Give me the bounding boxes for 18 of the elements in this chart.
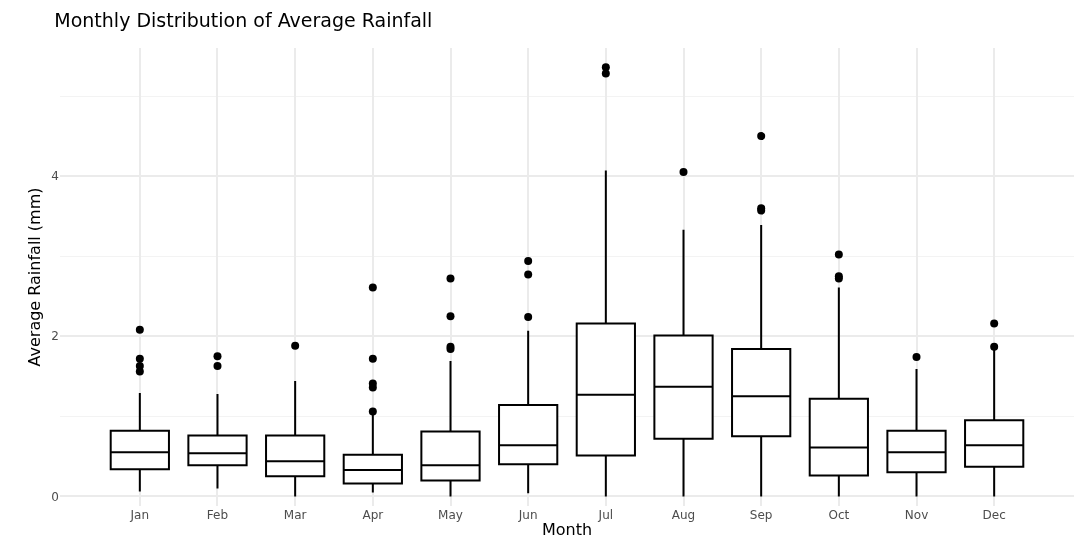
y-axis-title: Average Rainfall (mm) [25, 187, 45, 367]
x-tick-label: Jun [517, 508, 538, 522]
x-tick-label: Jan [129, 508, 150, 522]
x-tick-label: Apr [362, 508, 384, 522]
x-tick-label: Dec [982, 508, 1006, 522]
y-tick-label: 4 [51, 169, 59, 184]
x-tick-label: Sep [749, 508, 773, 522]
x-tick-label: Aug [671, 508, 696, 522]
x-tick-label: Jul [597, 508, 614, 522]
x-tick-label: Oct [828, 508, 850, 522]
y-tick-label: 2 [51, 329, 59, 344]
y-tick-label: 0 [51, 489, 59, 504]
x-tick-label: Mar [283, 508, 307, 522]
chart-title: Monthly Distribution of Average Rainfall [54, 9, 433, 32]
x-tick-label: Nov [904, 508, 929, 522]
x-tick-label: Feb [206, 508, 229, 522]
x-axis-title: Month [541, 519, 593, 539]
x-tick-label: May [438, 508, 463, 522]
